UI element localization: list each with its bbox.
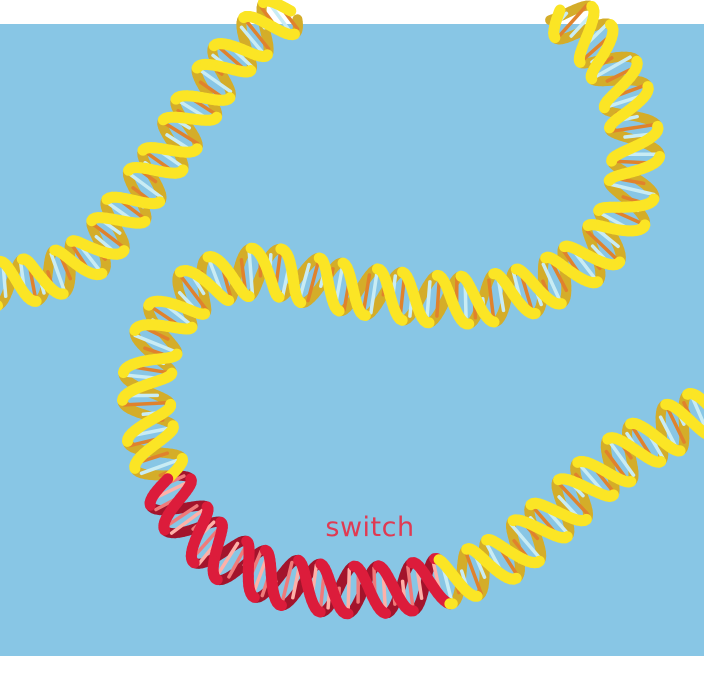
helix-right-loop-strand-segment (540, 251, 553, 264)
helix-top-left-base-pair (160, 119, 200, 146)
helix-right-loop-strand-segment (578, 513, 592, 526)
helix-right-loop-strand-segment (508, 572, 522, 585)
helix-top-left-strand-segment (117, 245, 130, 258)
helix-right-loop-strand-segment (603, 173, 616, 186)
helix-right-loop-strand-segment (559, 240, 572, 253)
helix-right-loop-base-pair (306, 256, 322, 303)
helix-right-loop-strand-segment (275, 243, 289, 256)
helix-right-loop-base-pair (541, 262, 564, 306)
helix-right-loop-base-pair (688, 391, 704, 429)
helix-right-loop-base-pair (664, 402, 686, 444)
helix-right-loop-strand-segment (337, 257, 351, 271)
helix-top-left-strand-segment (151, 196, 166, 209)
helix-top-left (0, 0, 303, 311)
helix-right-loop-strand-segment (246, 590, 260, 603)
helix-right-loop-strand-segment (209, 572, 223, 586)
helix-right-loop (117, 0, 704, 620)
helix-right-loop-base-pair (590, 55, 632, 81)
helix-right-loop-base-pair (555, 479, 590, 517)
helix-right-loop-strand-segment (174, 265, 188, 278)
helix-right-loop-base-pair (606, 437, 636, 477)
helix-top-left-base-pair (89, 221, 127, 250)
background (0, 24, 704, 656)
helix-top-left-strand-segment (243, 65, 257, 77)
helix-right-loop-base-pair (463, 548, 483, 596)
helix-right-loop-strand-segment (593, 203, 605, 216)
helix-top-left-base-pair (126, 170, 164, 200)
helix-top-left-front-strands (0, 0, 300, 311)
helix-top-left-base-pair (49, 252, 67, 295)
helix-right-loop-front-strands (117, 1, 704, 620)
helix-top-left-strand-segment (286, 28, 300, 41)
helix-right-loop-strand-segment (531, 555, 545, 568)
helix-right-loop-base-pair (213, 541, 240, 581)
helix-top-left-strand-segment (209, 111, 223, 125)
helix-top-left-strand-segment (282, 4, 297, 17)
helix-right-loop-strand-segment (118, 364, 130, 379)
helix-right-loop-strand-segment (187, 555, 200, 569)
helix-right-loop-strand-segment (273, 599, 287, 611)
helix-right-loop-base-pair (369, 267, 380, 315)
helix-right-loop-base-pair (554, 3, 589, 41)
helix-top-left-strand-segment (222, 92, 236, 105)
helix-right-loop-strand-segment (397, 266, 411, 280)
helix-right-loop-strand-segment (653, 456, 667, 468)
helix-top-left-strand-segment (137, 216, 151, 229)
helix-right-loop-strand-segment (623, 476, 637, 488)
helix-right-loop-strand-segment (431, 269, 445, 282)
helix-right-loop-base-pair (177, 271, 209, 312)
helix-right-loop-base-pair (122, 400, 172, 407)
helix-right-loop-strand-segment (585, 71, 598, 85)
helix-right-loop-strand-segment (559, 531, 573, 544)
helix-right-loop-strand-segment (377, 606, 391, 619)
helix-right-loop-base-pair (346, 567, 352, 616)
helix-right-loop-strand-segment (117, 392, 129, 406)
helix-top-left-base-pair (195, 66, 233, 94)
helix-right-loop-base-pair (406, 565, 416, 613)
helix-right-loop-strand-segment (312, 605, 326, 618)
helix-right-loop-strand-segment (604, 120, 616, 134)
helix-right-loop-base-pair (247, 247, 255, 296)
helix-right-loop-strand-segment (606, 489, 619, 502)
helix-right-loop-base-pair (487, 278, 496, 324)
dna-helices (0, 0, 704, 620)
helix-right-loop-strand-segment (129, 323, 142, 336)
helix-right-loop-base-pair (607, 182, 656, 197)
helix-top-left-strand-segment (260, 49, 273, 62)
helix-right-loop-base-pair (609, 122, 659, 134)
helix-right-loop-strand-segment (548, 30, 561, 44)
helix-right-loop-strand-segment (455, 270, 469, 283)
helix-right-loop-base-pair (139, 456, 185, 476)
helix-right-loop-base-pair (169, 505, 209, 535)
helix-right-loop-base-pair (509, 522, 543, 561)
helix-right-loop-strand-segment (573, 54, 586, 68)
helix-right-loop-base-pair (585, 229, 622, 264)
helix-right-loop-strand-segment (372, 263, 386, 276)
helix-right-loop-base-pair (133, 333, 179, 355)
switch-label: switch (325, 512, 414, 543)
helix-right-loop-base-pair (279, 560, 294, 608)
helix-right-loop-strand-segment (313, 252, 327, 265)
helix-top-left-strand-segment (175, 164, 189, 178)
helix-top-left-strand-segment (94, 268, 108, 280)
helix-right-loop-strand-segment (582, 219, 595, 232)
helix-right-loop-strand-segment (158, 522, 171, 536)
helix-top-left-strand-segment (190, 143, 203, 156)
helix-right-loop-strand-segment (143, 297, 156, 311)
helix-top-left-base-pair (241, 15, 271, 51)
